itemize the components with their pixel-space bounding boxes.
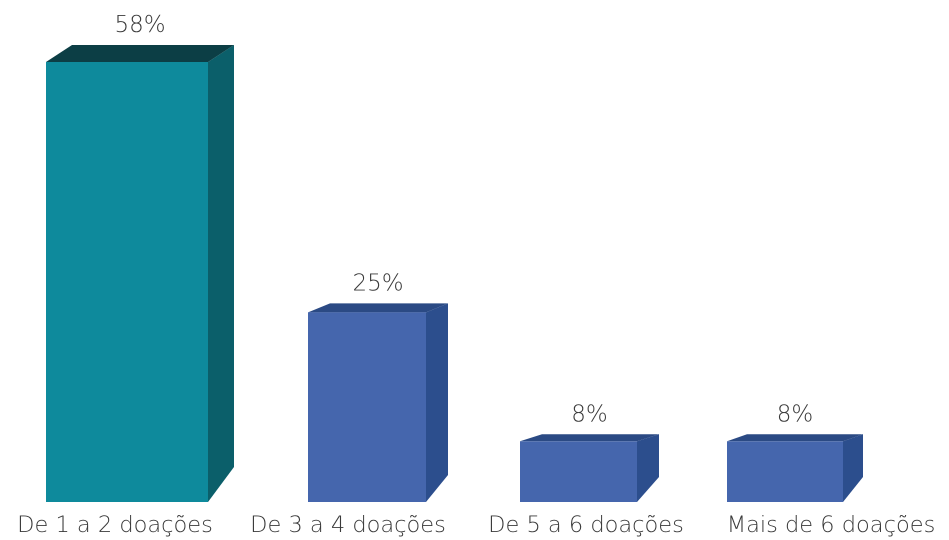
value-label-2: 8% xyxy=(571,401,608,427)
bar-3 xyxy=(727,441,843,502)
value-label-0: 58% xyxy=(114,12,165,38)
bar-top-0 xyxy=(46,45,234,62)
category-label-2: De 5 a 6 doações xyxy=(488,512,684,538)
bar-top-1 xyxy=(308,303,448,313)
bar-top-2 xyxy=(520,434,659,442)
bar-side-1 xyxy=(426,303,448,502)
bar-side-2 xyxy=(637,434,659,502)
value-label-3: 8% xyxy=(777,401,814,427)
bar-side-3 xyxy=(843,434,863,502)
category-label-3: Mais de 6 doações xyxy=(727,512,936,538)
bar-side-0 xyxy=(208,45,234,502)
category-label-0: De 1 a 2 doações xyxy=(17,512,213,538)
bar-top-3 xyxy=(727,434,863,442)
bar-2 xyxy=(520,441,637,502)
bar-0 xyxy=(46,62,208,502)
category-label-1: De 3 a 4 doações xyxy=(250,512,446,538)
value-label-1: 25% xyxy=(352,270,403,296)
bar-1 xyxy=(308,312,426,502)
